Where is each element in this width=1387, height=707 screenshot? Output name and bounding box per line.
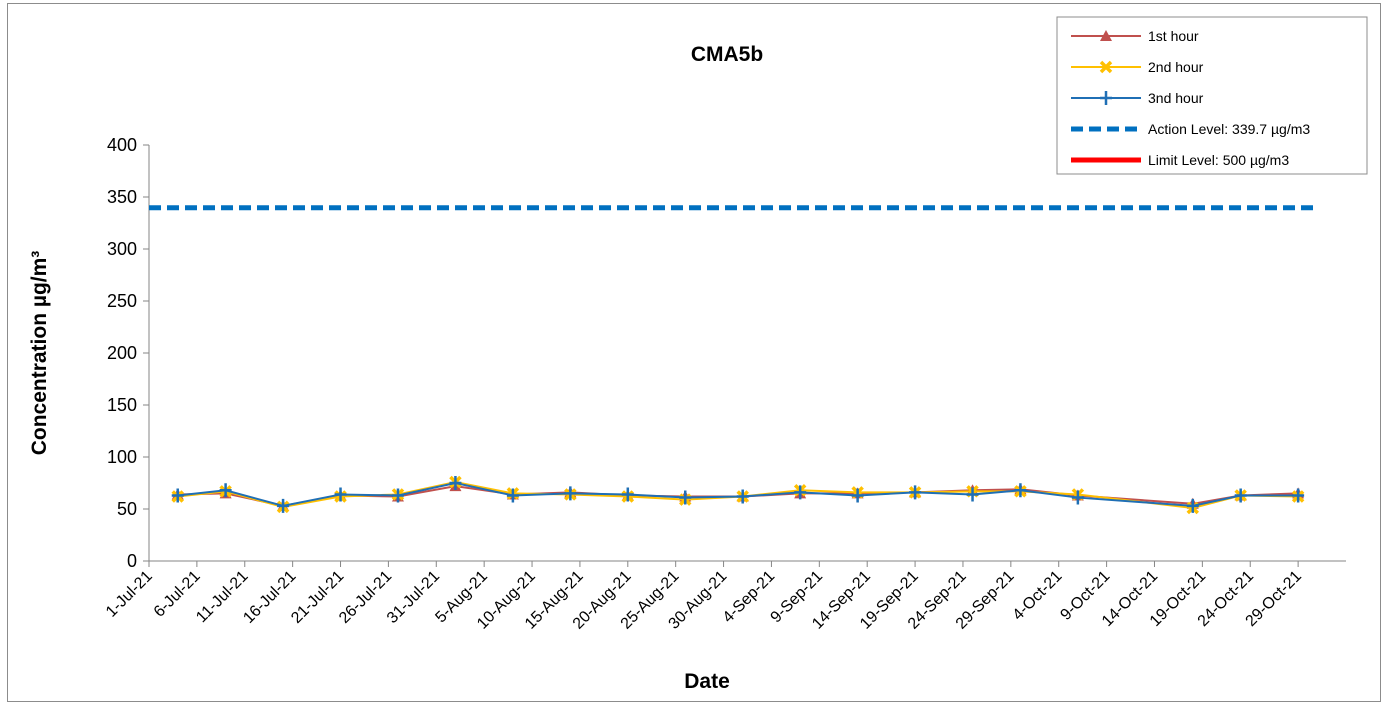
data-point — [1292, 488, 1305, 503]
legend-label: 3nd hour — [1148, 90, 1204, 106]
data-point — [736, 489, 749, 504]
y-tick-label: 350 — [107, 187, 137, 207]
y-tick-label: 250 — [107, 291, 137, 311]
legend-label: 1st hour — [1148, 28, 1199, 44]
data-point — [1071, 490, 1084, 505]
data-point — [391, 488, 404, 503]
data-point — [506, 488, 519, 503]
legend-marker — [1099, 60, 1113, 74]
data-point — [171, 488, 184, 503]
legend-marker — [1100, 30, 1112, 41]
data-point — [564, 486, 577, 501]
y-tick-label: 150 — [107, 395, 137, 415]
legend-label: 2nd hour — [1148, 59, 1204, 75]
series-line — [177, 480, 1299, 509]
chart-title: CMA5b — [691, 43, 763, 66]
data-point — [1234, 488, 1247, 503]
legend-box — [1056, 16, 1368, 175]
y-tick-label: 0 — [127, 551, 137, 571]
data-point — [449, 476, 462, 490]
series-line — [177, 481, 1299, 507]
x-tick-label: 31-Jul-21 — [384, 568, 443, 627]
data-point — [966, 487, 979, 502]
data-point — [277, 498, 290, 513]
data-point — [851, 488, 864, 503]
x-axis-title: Date — [684, 670, 730, 693]
data-point — [794, 485, 807, 500]
data-point — [909, 485, 922, 500]
y-tick-label: 300 — [107, 239, 137, 259]
legend-label: Action Level: 339.7 µg/m3 — [1148, 121, 1310, 137]
y-axis-title: Concentration µg/m³ — [28, 251, 51, 456]
data-point — [1014, 483, 1027, 498]
x-tick-label: 4-Oct-21 — [1010, 568, 1066, 624]
legend-marker — [1100, 91, 1112, 105]
x-tick-label: 1-Jul-21 — [103, 568, 156, 621]
legend: 1st hour 2nd hour 3nd hour Action Level: 33… — [1056, 16, 1368, 175]
legend-label: Limit Level: 500 µg/m3 — [1148, 152, 1289, 168]
data-point — [334, 487, 347, 502]
data-point — [679, 490, 692, 505]
data-point — [1186, 498, 1199, 513]
y-tick-label: 50 — [117, 499, 137, 519]
data-point — [219, 483, 232, 498]
y-tick-label: 400 — [107, 135, 137, 155]
y-tick-label: 200 — [107, 343, 137, 363]
y-tick-label: 100 — [107, 447, 137, 467]
data-point — [621, 487, 634, 502]
